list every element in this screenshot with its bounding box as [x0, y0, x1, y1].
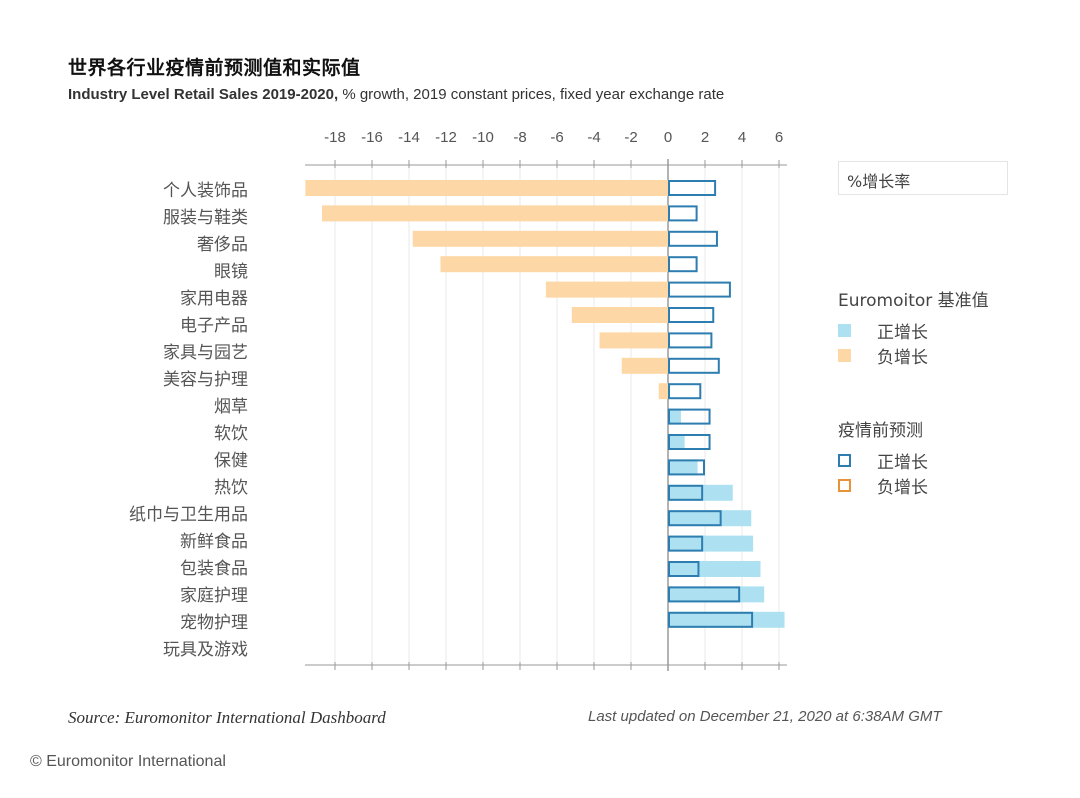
x-tick-label: 4 — [738, 129, 746, 146]
category-label: 电子产品 — [180, 316, 248, 336]
actual-bar — [545, 281, 668, 298]
category-label: 软饮 — [214, 424, 248, 444]
actual-bar — [668, 586, 765, 603]
forecast-bar — [668, 256, 698, 273]
forecast-bar — [668, 230, 718, 247]
x-tick-label: 0 — [664, 129, 672, 146]
forecast-bar — [668, 205, 698, 222]
x-tick-label: -14 — [398, 129, 420, 146]
actual-bar — [668, 459, 698, 476]
actual-bar — [412, 230, 668, 247]
legend-item-baseline-negative: 负增长 — [838, 344, 928, 368]
category-labels: 个人装饰品服装与鞋类奢侈品眼镜家用电器电子产品家具与园艺美容与护理烟草软饮保健热… — [129, 181, 248, 660]
category-label: 烟草 — [214, 397, 248, 417]
actual-bar — [668, 535, 754, 552]
x-tick-label: -10 — [472, 129, 494, 146]
x-tick-label: -12 — [435, 129, 457, 146]
subtitle-rest: % growth, 2019 constant prices, fixed ye… — [338, 86, 725, 103]
actual-bar — [658, 383, 668, 400]
forecast-bar — [668, 484, 704, 501]
forecast-bar — [668, 357, 720, 374]
forecast-bar — [668, 459, 705, 476]
legend-label: 正增长 — [877, 452, 928, 473]
x-tick-label: -2 — [624, 129, 637, 146]
category-label: 新鲜食品 — [180, 532, 248, 552]
legend-item-baseline-positive: 正增长 — [838, 319, 928, 343]
legend-item-forecast-positive: 正增长 — [838, 449, 928, 473]
x-tick-label: -4 — [587, 129, 600, 146]
x-tick-label: -18 — [324, 129, 346, 146]
copyright: © Euromonitor International — [30, 753, 226, 770]
actual-bar — [668, 484, 733, 501]
actual-bar — [571, 307, 668, 323]
actual-bars — [305, 180, 785, 628]
category-label: 服装与鞋类 — [163, 208, 248, 228]
category-label: 家具与园艺 — [163, 343, 248, 363]
category-label: 玩具及游戏 — [163, 640, 248, 660]
category-label: 美容与护理 — [163, 370, 248, 390]
forecast-bar — [668, 510, 722, 527]
subtitle-bold: Industry Level Retail Sales 2019-2020, — [68, 86, 339, 103]
negative-fill-swatch-icon — [838, 348, 851, 362]
forecast-bar — [668, 281, 731, 298]
category-label: 奢侈品 — [197, 235, 248, 255]
actual-bar — [621, 357, 668, 374]
legend-label: 负增长 — [877, 477, 928, 498]
category-label: 家用电器 — [180, 289, 248, 309]
gridlines — [334, 165, 780, 665]
actual-bar — [305, 180, 668, 196]
negative-outline-swatch-icon — [838, 478, 851, 492]
actual-bar — [668, 434, 685, 450]
x-tick-label: -16 — [361, 129, 383, 146]
category-label: 个人装饰品 — [163, 181, 248, 201]
legend-item-forecast-negative: 负增长 — [838, 474, 928, 498]
actual-bar — [668, 611, 785, 628]
x-tick-label: 2 — [701, 129, 709, 146]
x-tick-label: -6 — [550, 129, 563, 146]
x-tick-label: 6 — [775, 129, 783, 146]
category-label: 保健 — [214, 451, 248, 471]
legend-label: 负增长 — [877, 347, 928, 368]
actual-bar — [668, 408, 681, 425]
last-updated: Last updated on December 21, 2020 at 6:3… — [588, 708, 942, 725]
forecast-bar — [668, 332, 713, 349]
forecast-bar — [668, 180, 717, 196]
legend-box: %增长率 — [838, 161, 1008, 195]
actual-bar — [440, 256, 668, 273]
actual-bar — [599, 332, 668, 349]
forecast-bar — [668, 383, 702, 400]
category-label: 宠物护理 — [180, 613, 248, 633]
x-tick-label: -8 — [513, 129, 526, 146]
category-label: 纸巾与卫生用品 — [129, 505, 248, 525]
actual-bar — [668, 510, 752, 527]
forecast-bar — [668, 561, 700, 577]
category-label: 热饮 — [214, 478, 248, 498]
forecast-bar — [668, 586, 741, 603]
x-axis: -18 -16 -14 -12 -10 -8 -6 -4 -2 0 2 4 6 — [305, 129, 787, 671]
positive-outline-swatch-icon — [838, 453, 851, 467]
forecast-bars — [668, 180, 754, 628]
legend-title-baseline: Euromoitor 基准值 — [838, 291, 989, 311]
chart-title: 世界各行业疫情前预测值和实际值 — [68, 57, 361, 79]
source-note: Source: Euromonitor International Dashbo… — [68, 708, 386, 727]
forecast-bar — [668, 307, 715, 323]
forecast-bar — [668, 611, 754, 628]
forecast-bar — [668, 434, 711, 450]
positive-fill-swatch-icon — [838, 323, 851, 337]
forecast-bar — [668, 535, 704, 552]
category-label: 家庭护理 — [180, 586, 248, 606]
actual-bar — [668, 561, 761, 577]
category-label: 包装食品 — [180, 559, 248, 579]
actual-bar — [322, 205, 668, 222]
forecast-bar — [668, 408, 711, 425]
category-label: 眼镜 — [214, 262, 248, 282]
legend-label: 正增长 — [877, 322, 928, 343]
legend-title-forecast: 疫情前预测 — [838, 421, 923, 441]
chart-subtitle: Industry Level Retail Sales 2019-2020, %… — [68, 86, 724, 103]
